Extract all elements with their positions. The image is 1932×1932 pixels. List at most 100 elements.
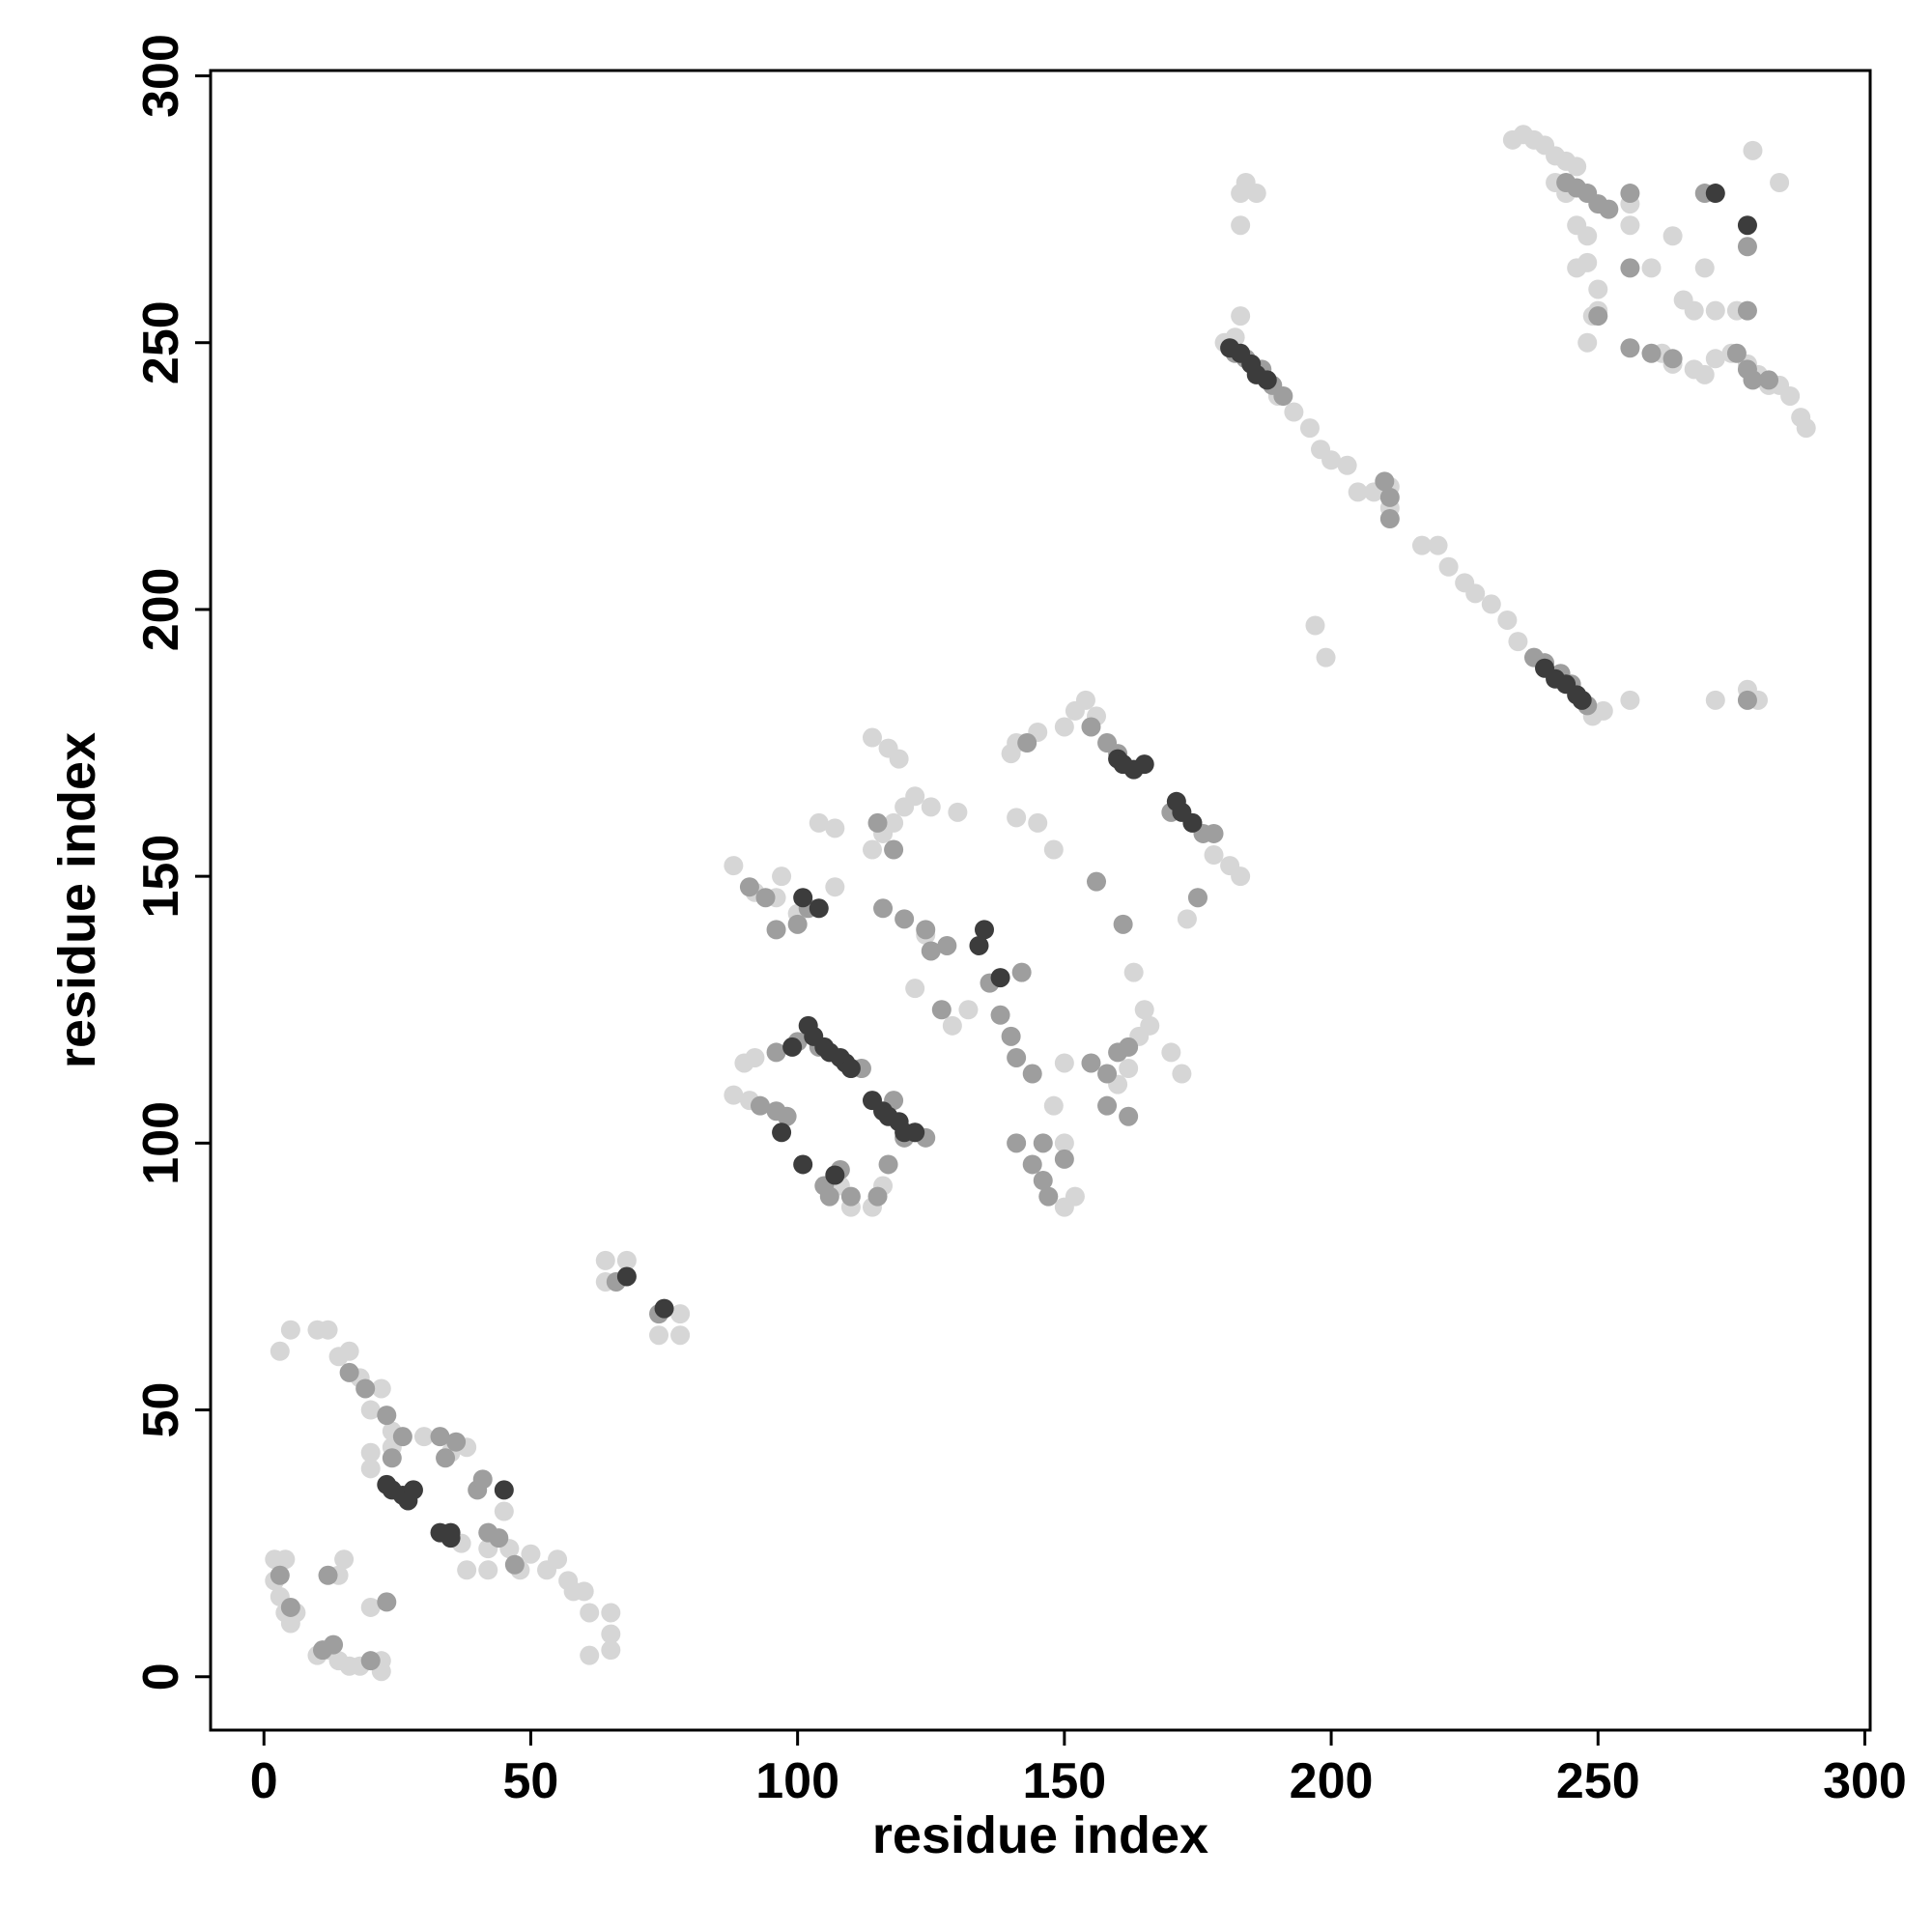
point xyxy=(921,941,941,961)
point xyxy=(1113,754,1133,775)
point xyxy=(766,1042,786,1063)
point xyxy=(1567,258,1587,278)
x-axis-title: residue index xyxy=(872,1806,1208,1864)
point xyxy=(1161,1042,1181,1063)
point xyxy=(280,1597,300,1617)
point xyxy=(1123,962,1144,982)
point xyxy=(1033,1171,1053,1191)
y-tick-label: 250 xyxy=(133,300,189,384)
point xyxy=(772,1122,792,1143)
point xyxy=(1705,300,1725,321)
point xyxy=(1075,690,1095,710)
point xyxy=(1033,1133,1053,1153)
point xyxy=(905,786,925,807)
point xyxy=(1054,1133,1074,1153)
point xyxy=(494,1480,514,1500)
point xyxy=(825,1165,845,1185)
point xyxy=(1737,215,1757,236)
point xyxy=(1043,1095,1064,1116)
x-tick-label: 100 xyxy=(755,1753,839,1809)
point xyxy=(739,877,759,897)
point xyxy=(1641,343,1662,363)
point xyxy=(1337,455,1357,475)
point xyxy=(905,979,925,999)
plot-frame xyxy=(209,69,1872,1732)
point xyxy=(782,1037,803,1057)
point xyxy=(1231,867,1251,887)
point xyxy=(377,1406,397,1426)
point xyxy=(793,1154,813,1175)
point xyxy=(1411,535,1432,555)
point xyxy=(1119,1106,1139,1126)
point xyxy=(1119,1059,1139,1079)
point xyxy=(862,839,882,860)
point xyxy=(905,1122,925,1143)
point xyxy=(270,1341,290,1361)
point xyxy=(1172,1064,1192,1084)
point xyxy=(958,1000,979,1020)
x-tick-label: 50 xyxy=(503,1753,559,1809)
point xyxy=(339,1362,359,1382)
point xyxy=(787,914,808,934)
point xyxy=(360,1651,381,1671)
point xyxy=(1770,173,1790,193)
point xyxy=(1097,1064,1118,1084)
point xyxy=(339,1341,359,1361)
point xyxy=(1620,338,1640,358)
point xyxy=(446,1432,467,1452)
point xyxy=(1599,199,1619,219)
x-tick-label: 300 xyxy=(1823,1753,1907,1809)
point xyxy=(974,920,994,940)
point xyxy=(990,1005,1010,1025)
point xyxy=(809,898,829,919)
point xyxy=(1007,1133,1027,1153)
point xyxy=(948,802,968,822)
point xyxy=(819,1186,839,1207)
point xyxy=(382,1448,402,1468)
point xyxy=(1087,871,1107,892)
point xyxy=(809,812,829,833)
point xyxy=(1620,184,1640,204)
point xyxy=(521,1544,541,1564)
point xyxy=(1577,226,1598,246)
point xyxy=(1796,418,1816,439)
point xyxy=(1737,237,1757,257)
point xyxy=(840,1059,861,1079)
point xyxy=(382,1480,402,1500)
point xyxy=(1572,690,1592,710)
point xyxy=(1081,1053,1101,1073)
point xyxy=(360,1597,381,1617)
point xyxy=(616,1266,637,1287)
x-tick-label: 200 xyxy=(1290,1753,1374,1809)
point xyxy=(494,1501,514,1521)
point xyxy=(1097,1095,1118,1116)
point xyxy=(724,856,744,876)
point xyxy=(1305,615,1325,636)
point xyxy=(1316,647,1336,668)
point xyxy=(318,1320,338,1340)
point xyxy=(1182,812,1203,833)
point xyxy=(1134,1000,1154,1020)
point xyxy=(1007,808,1027,828)
point xyxy=(616,1250,637,1270)
point xyxy=(867,1186,888,1207)
point xyxy=(430,1427,450,1447)
point xyxy=(937,935,957,955)
point xyxy=(916,920,936,940)
point xyxy=(377,1592,397,1612)
point xyxy=(825,818,845,838)
y-axis-title: residue index xyxy=(48,732,106,1068)
point xyxy=(1054,1149,1074,1169)
point xyxy=(601,1624,621,1644)
point xyxy=(1743,140,1763,160)
point xyxy=(1028,812,1048,833)
point xyxy=(1187,888,1208,908)
point xyxy=(895,909,915,929)
point xyxy=(1081,717,1101,737)
point xyxy=(942,1015,962,1036)
point xyxy=(403,1480,423,1500)
point xyxy=(921,797,941,817)
point xyxy=(1705,349,1725,369)
point xyxy=(371,1378,391,1399)
points xyxy=(265,125,1816,1682)
